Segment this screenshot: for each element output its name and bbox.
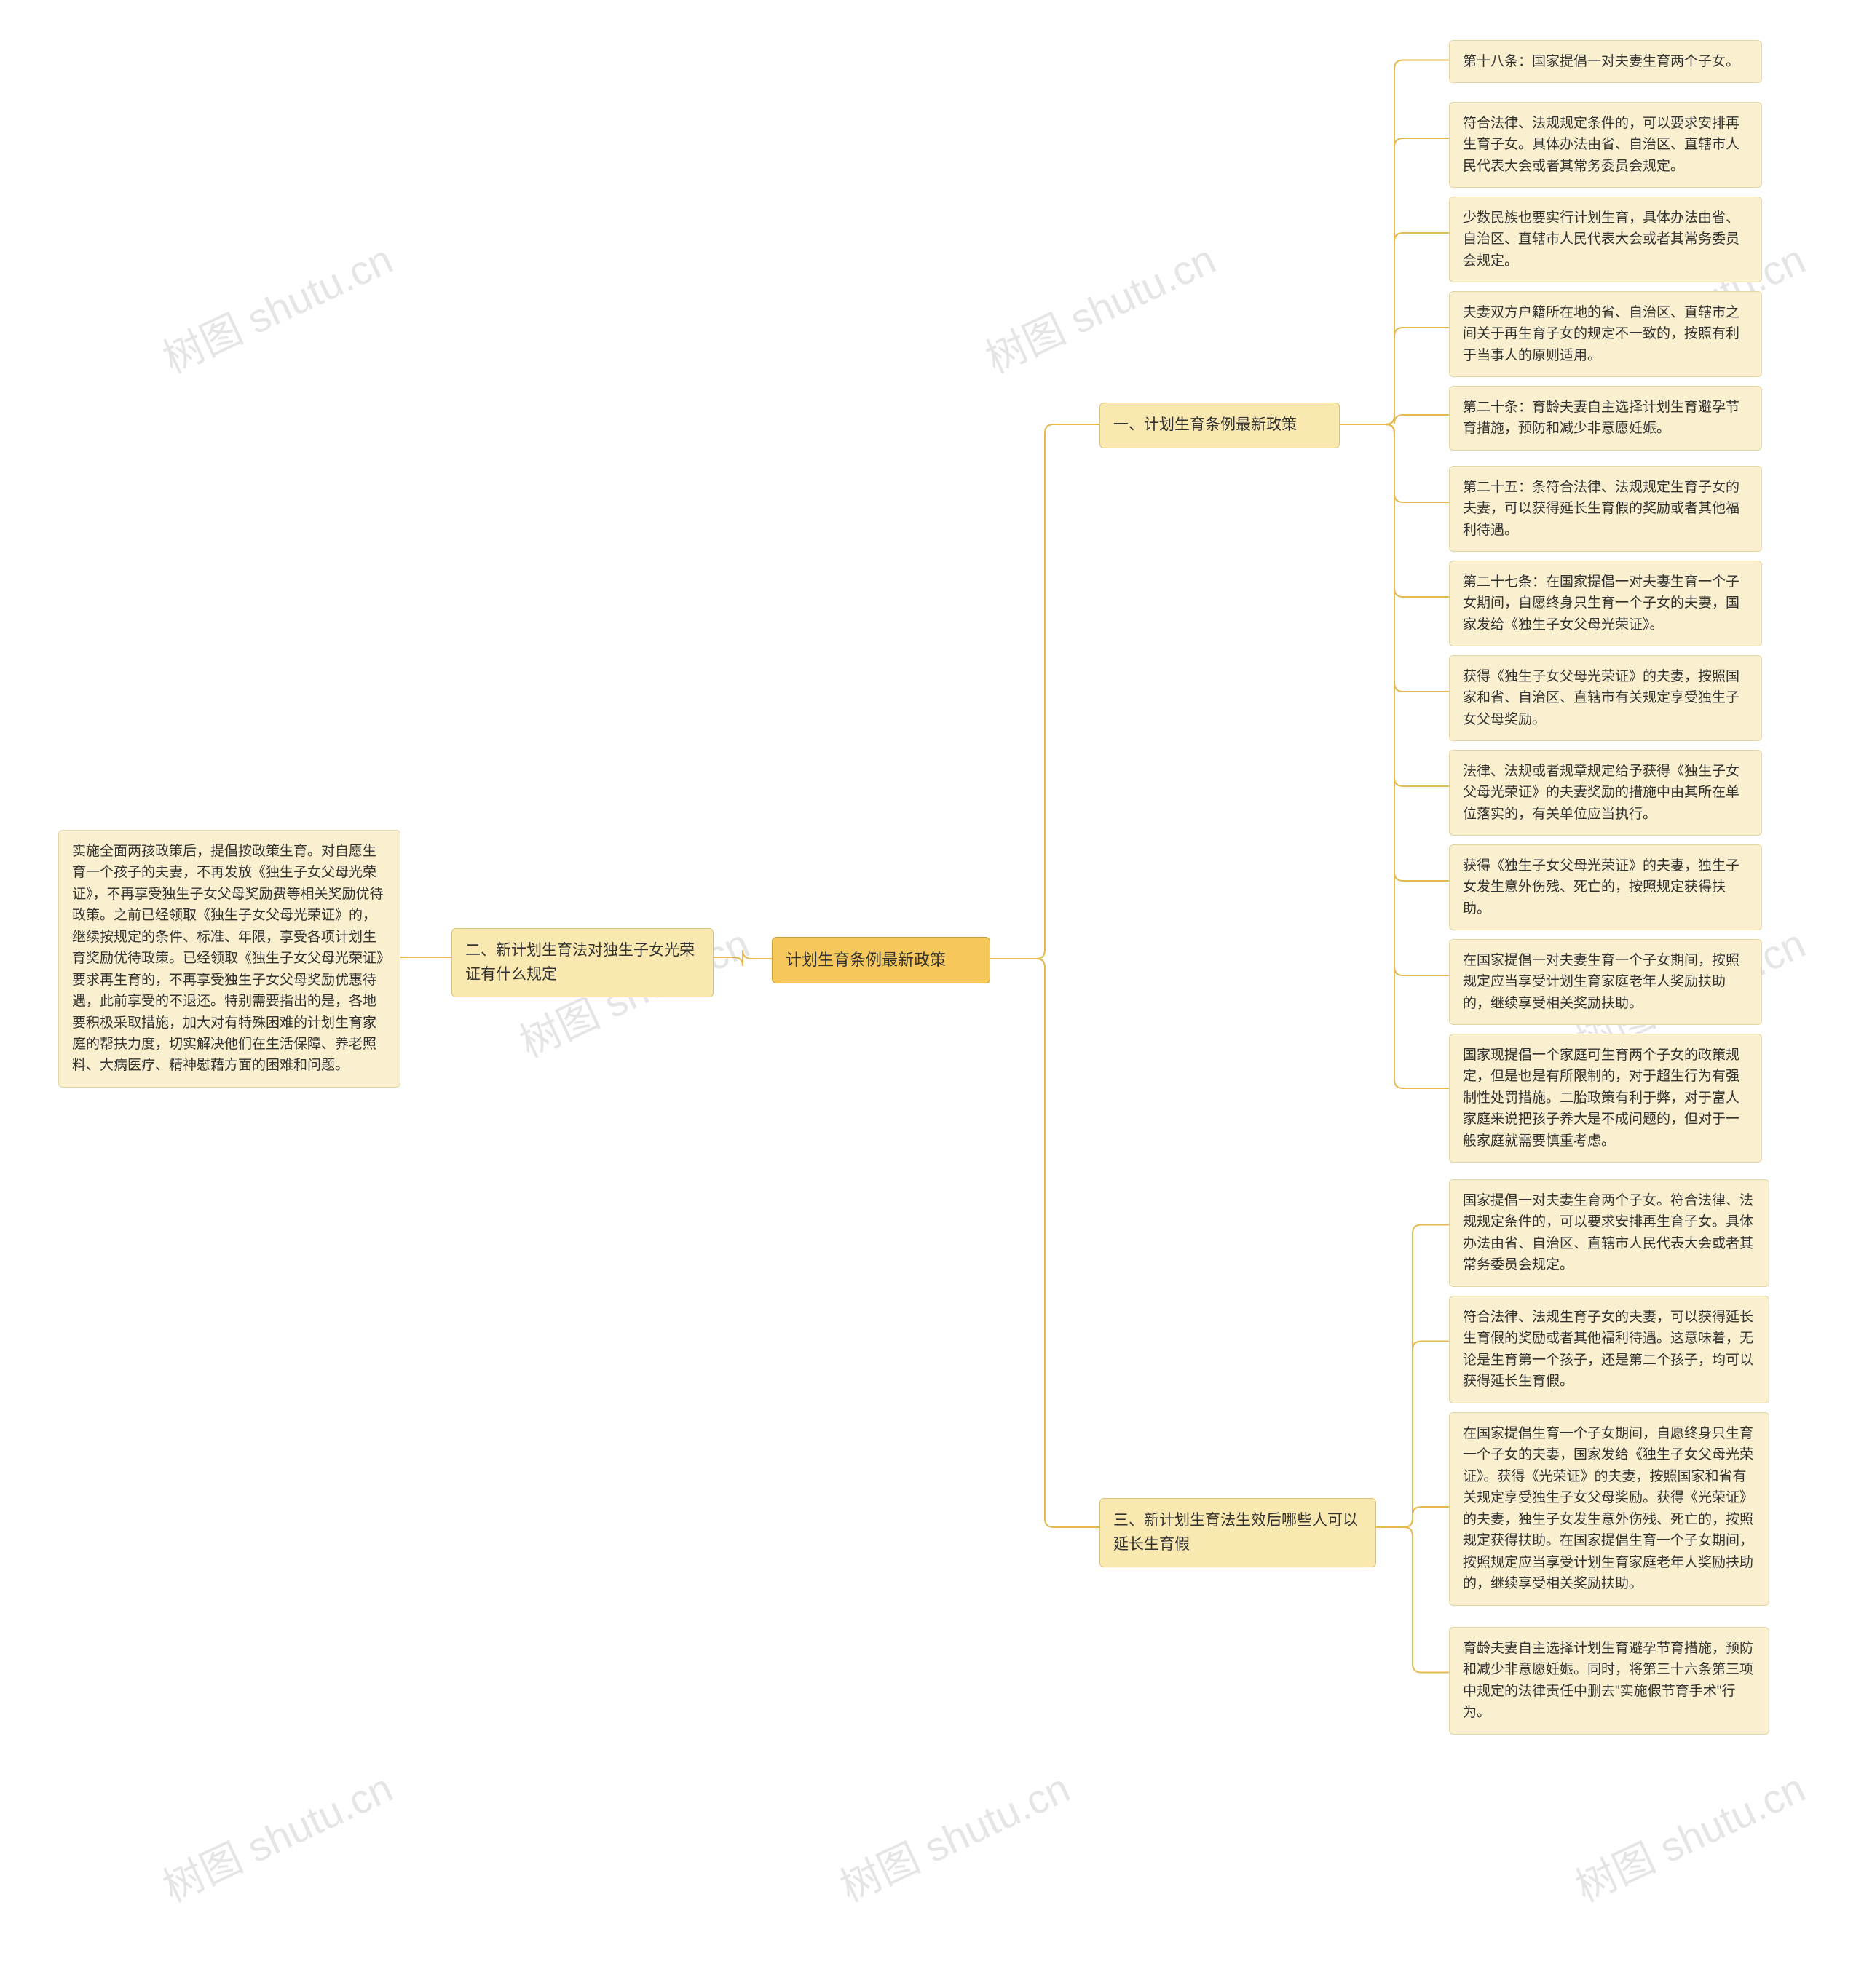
leaf-node: 夫妻双方户籍所在地的省、自治区、直辖市之间关于再生育子女的规定不一致的，按照有利… [1449, 291, 1762, 377]
leaf-node: 第二十七条：在国家提倡一对夫妻生育一个子女期间，自愿终身只生育一个子女的夫妻，国… [1449, 561, 1762, 646]
leaf-node: 国家提倡一对夫妻生育两个子女。符合法律、法规规定条件的，可以要求安排再生育子女。… [1449, 1179, 1769, 1287]
leaf-node: 获得《独生子女父母光荣证》的夫妻，独生子女发生意外伤残、死亡的，按照规定获得扶助… [1449, 844, 1762, 930]
watermark: 树图 shutu.cn [975, 227, 1224, 385]
branch-node: 三、新计划生育法生效后哪些人可以延长生育假 [1099, 1498, 1376, 1567]
watermark: 树图 shutu.cn [1565, 1756, 1814, 1914]
leaf-node: 获得《独生子女父母光荣证》的夫妻，按照国家和省、自治区、直辖市有关规定享受独生子… [1449, 655, 1762, 741]
branch-node: 二、新计划生育法对独生子女光荣证有什么规定 [451, 928, 714, 997]
leaf-node: 符合法律、法规规定条件的，可以要求安排再生育子女。具体办法由省、自治区、直辖市人… [1449, 102, 1762, 188]
leaf-node: 第二十条：育龄夫妻自主选择计划生育避孕节育措施，预防和减少非意愿妊娠。 [1449, 386, 1762, 451]
branch-node: 一、计划生育条例最新政策 [1099, 403, 1340, 448]
watermark: 树图 shutu.cn [829, 1756, 1078, 1914]
leaf-node: 法律、法规或者规章规定给予获得《独生子女父母光荣证》的夫妻奖励的措施中由其所在单… [1449, 750, 1762, 836]
leaf-node: 实施全面两孩政策后，提倡按政策生育。对自愿生育一个孩子的夫妻，不再发放《独生子女… [58, 830, 400, 1088]
leaf-node: 第十八条：国家提倡一对夫妻生育两个子女。 [1449, 40, 1762, 83]
leaf-node: 少数民族也要实行计划生育，具体办法由省、自治区、直辖市人民代表大会或者其常务委员… [1449, 197, 1762, 282]
leaf-node: 育龄夫妻自主选择计划生育避孕节育措施，预防和减少非意愿妊娠。同时，将第三十六条第… [1449, 1627, 1769, 1735]
root-node: 计划生育条例最新政策 [772, 937, 990, 983]
leaf-node: 在国家提倡一对夫妻生育一个子女期间，按照规定应当享受计划生育家庭老年人奖励扶助的… [1449, 939, 1762, 1025]
watermark: 树图 shutu.cn [152, 1756, 401, 1914]
leaf-node: 第二十五：条符合法律、法规规定生育子女的夫妻，可以获得延长生育假的奖励或者其他福… [1449, 466, 1762, 552]
leaf-node: 符合法律、法规生育子女的夫妻，可以获得延长生育假的奖励或者其他福利待遇。这意味着… [1449, 1296, 1769, 1403]
leaf-node: 在国家提倡生育一个子女期间，自愿终身只生育一个子女的夫妻，国家发给《独生子女父母… [1449, 1412, 1769, 1606]
watermark: 树图 shutu.cn [152, 227, 401, 385]
leaf-node: 国家现提倡一个家庭可生育两个子女的政策规定，但是也是有所限制的，对于超生行为有强… [1449, 1034, 1762, 1163]
